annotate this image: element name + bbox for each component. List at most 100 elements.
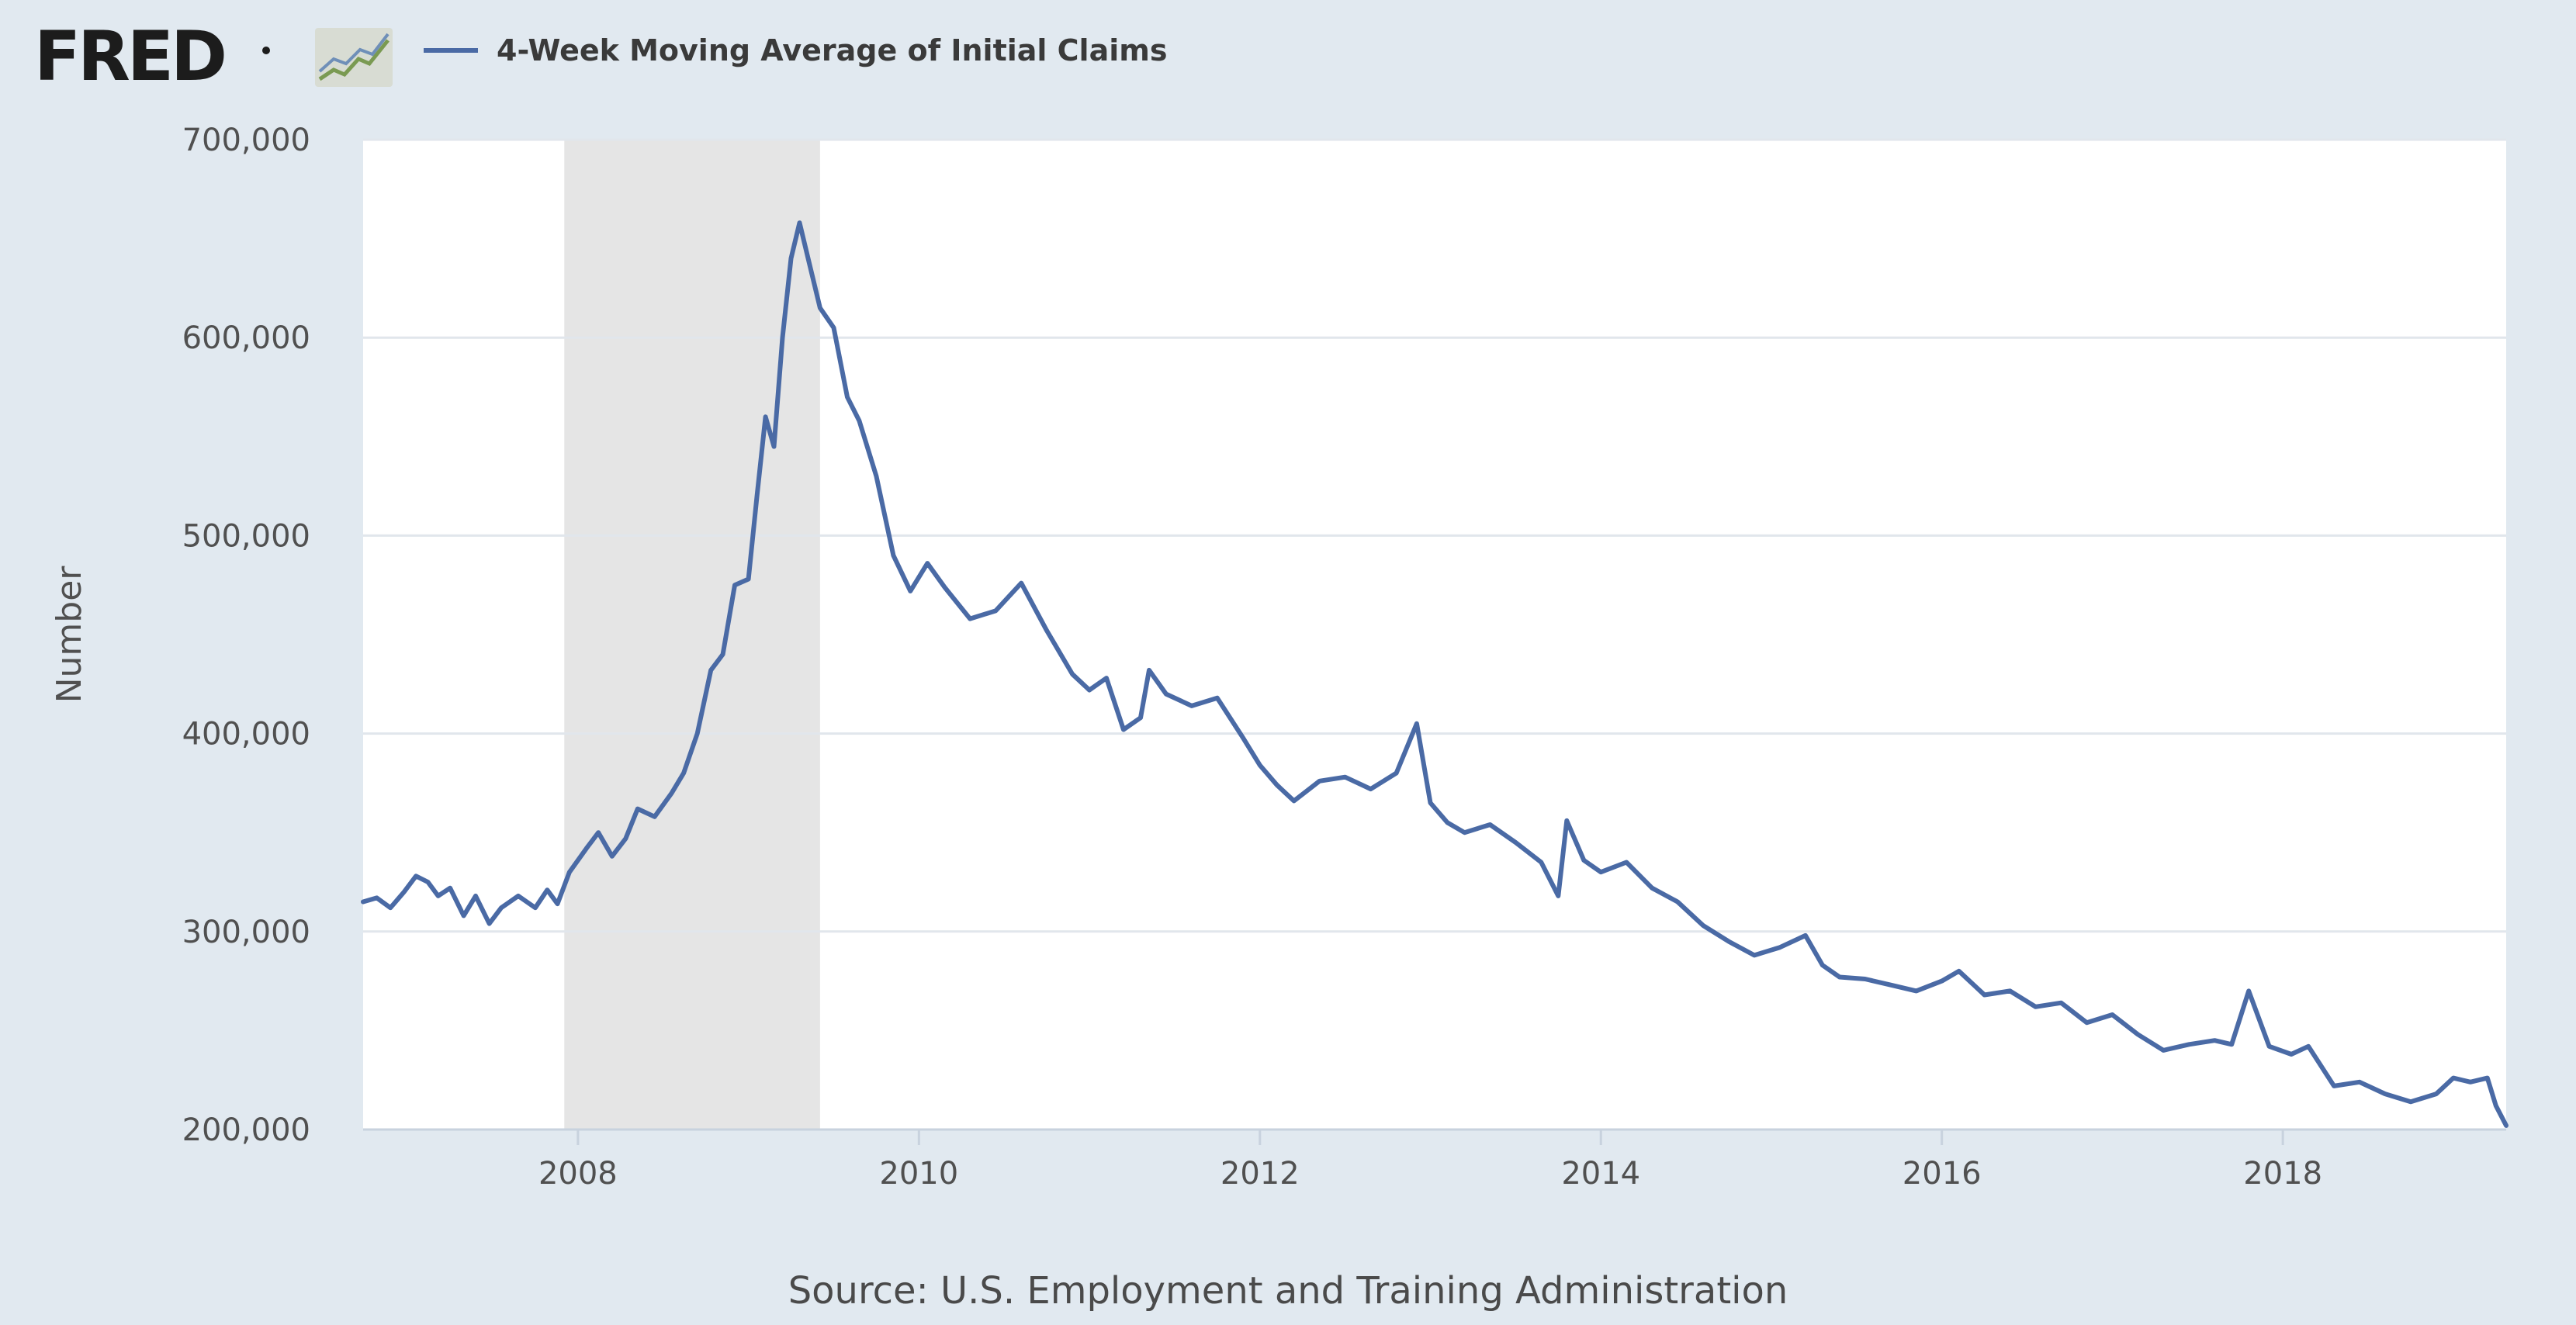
data-point (556, 902, 559, 906)
data-point (695, 732, 699, 735)
x-tick-label: 2014 (1561, 1156, 1640, 1192)
data-point (746, 577, 750, 581)
data-point (1650, 886, 1654, 890)
y-tick-label: 200,000 (182, 1112, 310, 1148)
data-point (499, 906, 503, 910)
data-point (1147, 668, 1151, 672)
data-point (2267, 1044, 2271, 1048)
data-point (1676, 900, 1680, 904)
data-point (781, 336, 784, 340)
data-point (1565, 818, 1569, 822)
data-point (1803, 933, 1807, 937)
data-point (818, 306, 822, 310)
y-axis-label: Number (50, 566, 89, 704)
data-point (1625, 860, 1629, 864)
data-point (436, 894, 440, 898)
data-point (909, 589, 912, 593)
x-axis-ticks: 2008 2010 2012 2014 2016 2018 (538, 1130, 2322, 1192)
y-tick-label: 600,000 (182, 320, 310, 356)
data-point (516, 894, 520, 898)
y-tick-label: 300,000 (182, 915, 310, 950)
series-line (361, 220, 2508, 1128)
data-point (874, 474, 878, 478)
data-point (2383, 1092, 2387, 1096)
x-tick-label: 2012 (1220, 1156, 1300, 1192)
data-point (2290, 1053, 2294, 1057)
data-point (389, 906, 393, 910)
recession-shading (564, 140, 820, 1130)
data-point (487, 922, 491, 925)
data-point (1556, 894, 1560, 898)
data-point (1241, 735, 1245, 739)
data-point (2451, 1076, 2455, 1080)
data-point (448, 886, 452, 890)
data-point (1863, 977, 1867, 981)
x-tick-label: 2016 (1903, 1156, 1982, 1192)
data-point (2034, 1005, 2038, 1008)
data-point (1582, 858, 1586, 862)
x-tick-label: 2008 (538, 1156, 618, 1192)
data-point (2408, 1100, 2412, 1104)
data-point (846, 395, 850, 399)
data-point (610, 854, 614, 858)
data-point (2332, 1084, 2336, 1088)
data-point (733, 583, 737, 587)
data-point (2358, 1080, 2362, 1084)
data-point (426, 880, 430, 884)
data-point (2008, 989, 2012, 993)
data-point (892, 553, 895, 557)
data-point (1088, 688, 1092, 692)
data-point (1343, 775, 1347, 779)
data-point (1317, 779, 1321, 783)
data-point (2485, 1076, 2489, 1080)
data-point (2136, 1033, 2140, 1036)
data-point (1292, 799, 1296, 803)
data-point (1121, 728, 1125, 732)
data-point (2505, 1123, 2508, 1127)
data-point (2059, 1001, 2063, 1005)
data-point (1428, 801, 1432, 804)
series-group (361, 220, 2508, 1128)
data-point (1914, 989, 1918, 993)
data-point (1275, 783, 1279, 787)
data-point (755, 494, 759, 498)
data-point (402, 890, 406, 894)
data-point (709, 668, 713, 672)
chart-legend: 4-Week Moving Average of Initial Claims (424, 31, 1167, 70)
data-point (1702, 924, 1705, 928)
data-point (533, 906, 537, 910)
data-point (2307, 1044, 2311, 1048)
registered-mark-icon (262, 47, 270, 54)
y-tick-label: 500,000 (182, 518, 310, 554)
data-point (721, 652, 725, 656)
fred-logo: FRED (34, 22, 227, 92)
data-point (584, 846, 588, 850)
data-point (1539, 860, 1543, 864)
data-point (1446, 821, 1449, 825)
data-point (2162, 1048, 2166, 1052)
y-tick-label: 700,000 (182, 123, 310, 158)
data-point (414, 874, 418, 878)
data-point (1727, 939, 1731, 943)
data-point (2187, 1043, 2191, 1047)
data-point (545, 888, 549, 892)
data-point (567, 870, 571, 874)
data-point (1105, 676, 1109, 680)
data-point (2434, 1092, 2438, 1096)
data-point (1258, 763, 1262, 767)
sparkline-graph-icon (315, 28, 393, 87)
data-point (635, 807, 639, 811)
data-point (2110, 1012, 2114, 1016)
x-tick-label: 2018 (2243, 1156, 2322, 1192)
data-point (1215, 696, 1219, 700)
data-point (624, 836, 628, 840)
data-point (2085, 1021, 2089, 1025)
data-point (1463, 831, 1466, 835)
data-point (1982, 993, 1986, 997)
data-point (1940, 979, 1944, 983)
data-point (462, 914, 466, 918)
data-point (670, 791, 673, 795)
line-chart: 200,000 300,000 400,000 500,000 600,000 700,0… (50, 123, 2508, 1192)
data-point (994, 609, 998, 613)
data-point (1778, 946, 1781, 950)
